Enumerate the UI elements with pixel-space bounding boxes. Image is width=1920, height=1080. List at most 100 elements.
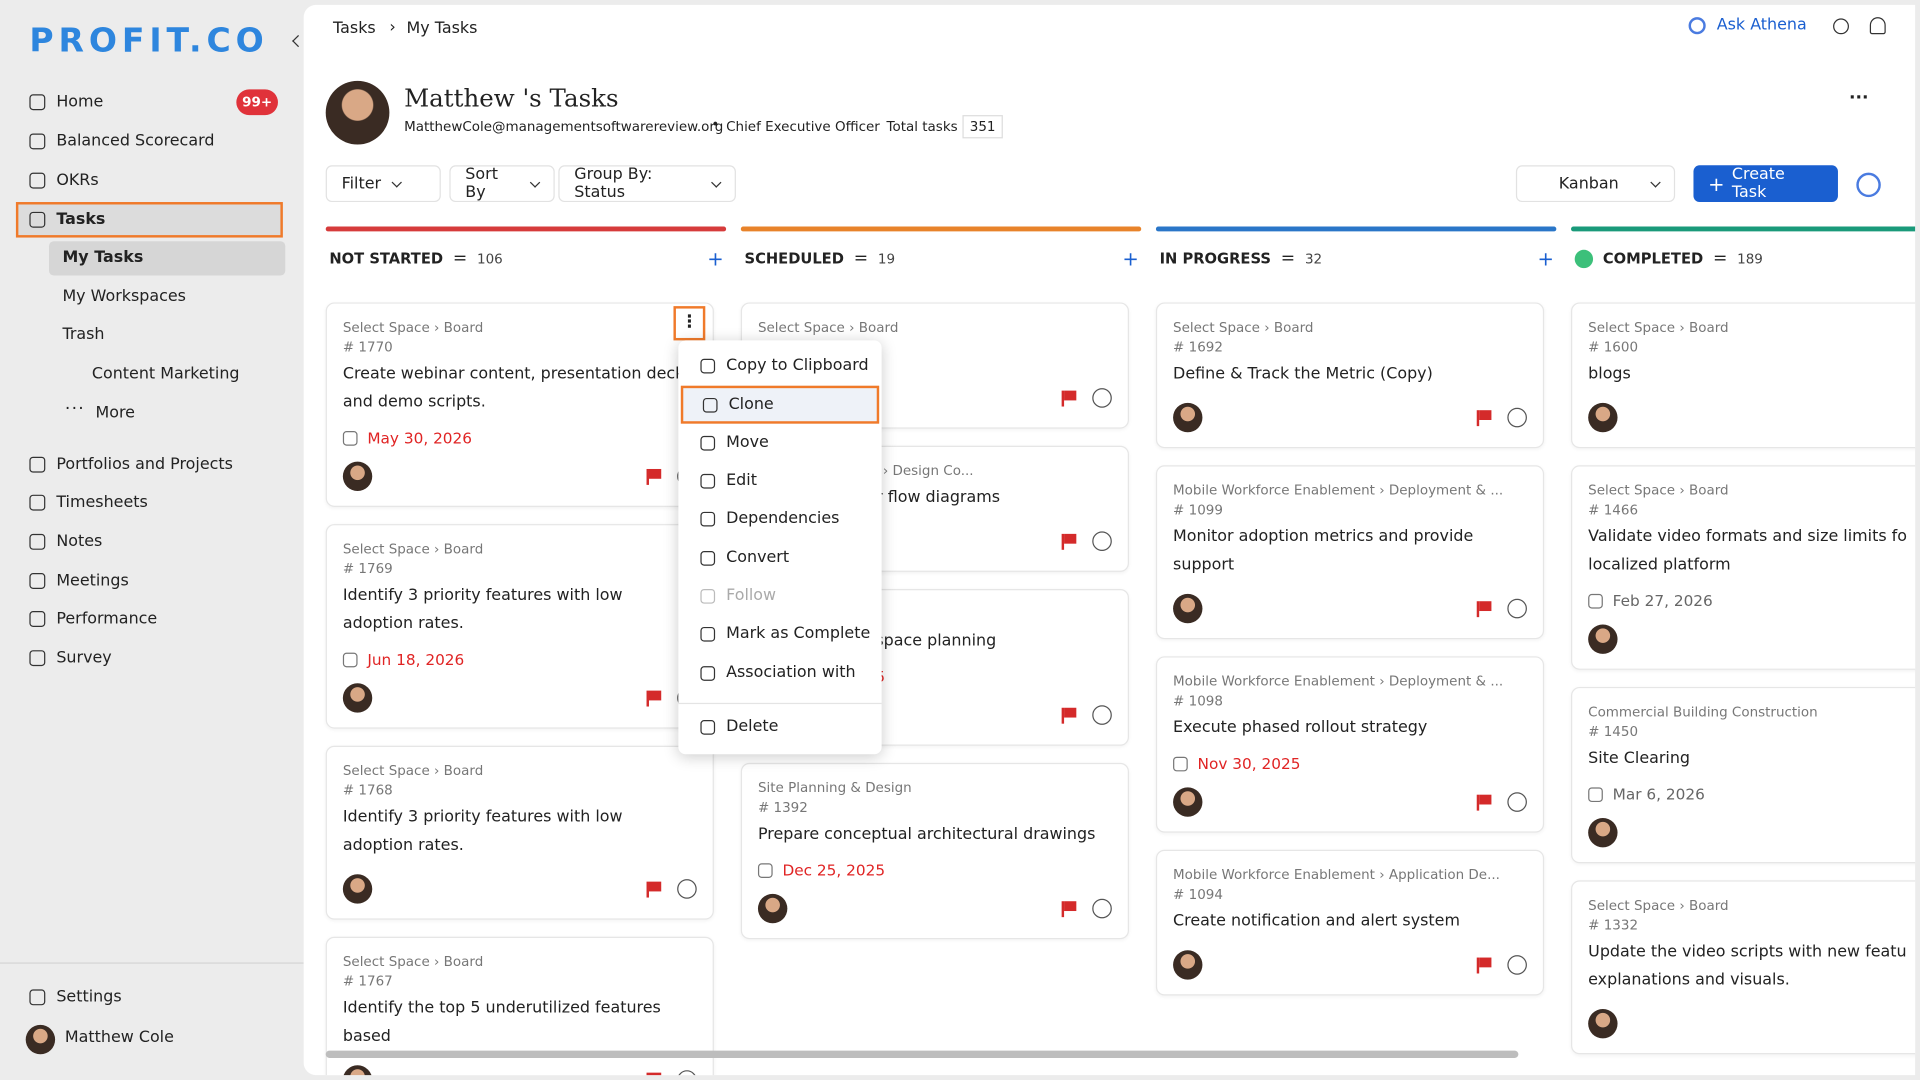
nav-item[interactable]: Tasks — [29, 207, 105, 231]
card-date-row: Nov 30, 2025 — [1173, 754, 1527, 773]
task-card[interactable]: Select Space › Board # 1692 Define & Track… — [1155, 302, 1545, 449]
menu-item[interactable]: Delete — [681, 708, 879, 746]
priority-flag — [1476, 956, 1492, 973]
eq: = — [1280, 248, 1296, 269]
assignee-avatar — [342, 1065, 373, 1076]
task-card[interactable]: Select Space › Board # 1332 Update the vid… — [1571, 880, 1916, 1055]
more-dots: ··· — [64, 399, 85, 419]
assignee-avatar — [342, 683, 373, 713]
menu-item[interactable]: Convert — [681, 539, 879, 577]
bell-icon[interactable] — [1869, 17, 1886, 35]
complete-check[interactable] — [1507, 955, 1527, 975]
button-label: Filter — [341, 174, 382, 193]
nav-item[interactable]: Balanced Scorecard — [29, 129, 214, 153]
menu-item[interactable]: Edit — [681, 462, 879, 500]
task-card[interactable]: Mobile Workforce Enablement › Deployment… — [1155, 465, 1545, 640]
task-card[interactable]: Select Space › Board # 1770 Create webinar… — [325, 302, 714, 507]
card-title: Identify 3 priority features with low ad… — [342, 586, 623, 634]
menu-item[interactable]: Move — [681, 424, 879, 462]
nav-item[interactable]: Timesheets — [29, 490, 148, 514]
complete-check[interactable] — [1507, 407, 1527, 428]
complete-check[interactable] — [1507, 598, 1527, 619]
nav-item[interactable]: Meetings — [29, 568, 129, 592]
card-id: # 1098 — [1173, 693, 1223, 709]
nav-label: Settings — [56, 987, 122, 1006]
card-id: # 1392 — [757, 799, 808, 816]
assignee-avatar — [342, 461, 373, 492]
nav-item[interactable]: Portfolios and Projects — [29, 452, 233, 476]
kebab-highlight[interactable]: ⋮ — [673, 306, 706, 341]
more-item[interactable]: More — [96, 400, 135, 424]
nav-icon — [29, 456, 46, 473]
avatar-large — [325, 80, 390, 145]
complete-check[interactable] — [1092, 388, 1112, 408]
nav-item[interactable]: OKRs — [29, 168, 99, 192]
add-task[interactable]: + — [707, 246, 724, 270]
nav-icon — [29, 988, 46, 1005]
complete-check[interactable] — [677, 1070, 697, 1076]
task-card[interactable]: Select Space › Board # 1466 Validate video… — [1571, 465, 1916, 670]
column-count: 106 — [477, 250, 503, 267]
menu-item[interactable]: Association with — [681, 654, 879, 692]
more-options[interactable]: ··· — [1848, 88, 1869, 108]
space-item[interactable]: Content Marketing — [92, 361, 240, 385]
menu-item[interactable]: Clone — [680, 385, 880, 424]
scrollbar — [325, 1050, 1519, 1058]
view-select[interactable]: Kanban — [1515, 165, 1676, 203]
search-icon[interactable] — [1833, 18, 1849, 35]
task-card[interactable]: Select Space › Board # 1768 Identify 3 pri… — [325, 745, 714, 920]
menu-item[interactable]: Follow — [681, 577, 879, 615]
create-task-button[interactable]: + Create Task — [1693, 165, 1838, 203]
add-task[interactable]: + — [1122, 246, 1139, 270]
nav-item[interactable]: Survey — [29, 645, 112, 669]
ai-icon[interactable] — [1856, 172, 1881, 198]
nav-label: More — [95, 403, 135, 422]
nav-item[interactable]: Performance — [29, 606, 157, 630]
ask-athena[interactable]: Ask Athena — [1716, 15, 1807, 35]
card-date: Feb 27, 2026 — [1612, 591, 1713, 610]
filter-button[interactable]: Filter — [325, 165, 441, 203]
assignee-avatar — [342, 874, 373, 904]
task-card[interactable]: Mobile Workforce Enablement › Deployment… — [1155, 656, 1545, 833]
eq: = — [853, 248, 869, 269]
chevron — [530, 176, 541, 187]
task-card[interactable]: Select Space › Board # 1769 Identify 3 pri… — [325, 524, 714, 729]
menu-item[interactable]: Dependencies — [681, 500, 879, 538]
menu-label: Convert — [726, 548, 790, 567]
card-id: # 1768 — [342, 782, 393, 799]
subnav-item[interactable]: My Tasks — [62, 245, 143, 269]
task-card[interactable]: Mobile Workforce Enablement › Applicatio… — [1155, 849, 1545, 996]
nav-label: Portfolios and Projects — [56, 454, 233, 474]
card-title: Monitor adoption metrics and provide sup… — [1173, 527, 1474, 575]
assignee-avatar — [1173, 787, 1203, 817]
menu-item[interactable]: Mark as Complete — [681, 615, 879, 653]
add-task[interactable]: + — [1537, 246, 1554, 270]
sort-button[interactable]: Sort By — [449, 165, 555, 203]
complete-check[interactable] — [1092, 705, 1112, 725]
nav-home[interactable]: Home — [29, 89, 103, 113]
task-card[interactable]: Select Space › Board # 1600 blogs — [1571, 302, 1916, 449]
menu-item[interactable]: Copy to Clipboard — [681, 347, 879, 385]
priority-flag — [646, 690, 662, 706]
complete-check[interactable] — [1092, 531, 1112, 552]
card-footer — [1173, 787, 1527, 817]
nav-item[interactable]: Notes — [29, 529, 102, 553]
athena-icon — [1688, 17, 1706, 35]
complete-check[interactable] — [1507, 792, 1527, 812]
complete-check[interactable] — [677, 879, 697, 899]
subnav-item[interactable]: My Workspaces — [62, 284, 186, 308]
group-button[interactable]: Group By: Status — [558, 165, 736, 203]
subnav-item[interactable]: Trash — [62, 322, 104, 346]
breadcrumb[interactable]: Tasks — [333, 19, 376, 38]
task-card[interactable]: Commercial Building Construction # 1450 Si… — [1571, 686, 1916, 864]
task-card[interactable]: Site Planning & Design # 1392 Prepare conc… — [740, 762, 1129, 940]
complete-check[interactable] — [1092, 898, 1112, 919]
column-title: COMPLETED — [1602, 249, 1704, 267]
card-date: Mar 6, 2026 — [1612, 784, 1705, 804]
main-panel: Tasks › My Tasks Ask Athena Matthew 's Tasks… — [303, 4, 1916, 1076]
nav-settings[interactable]: Settings — [29, 984, 122, 1008]
assignee-avatar — [1173, 950, 1203, 980]
nav-icon — [29, 533, 46, 550]
menu-icon — [702, 397, 718, 413]
